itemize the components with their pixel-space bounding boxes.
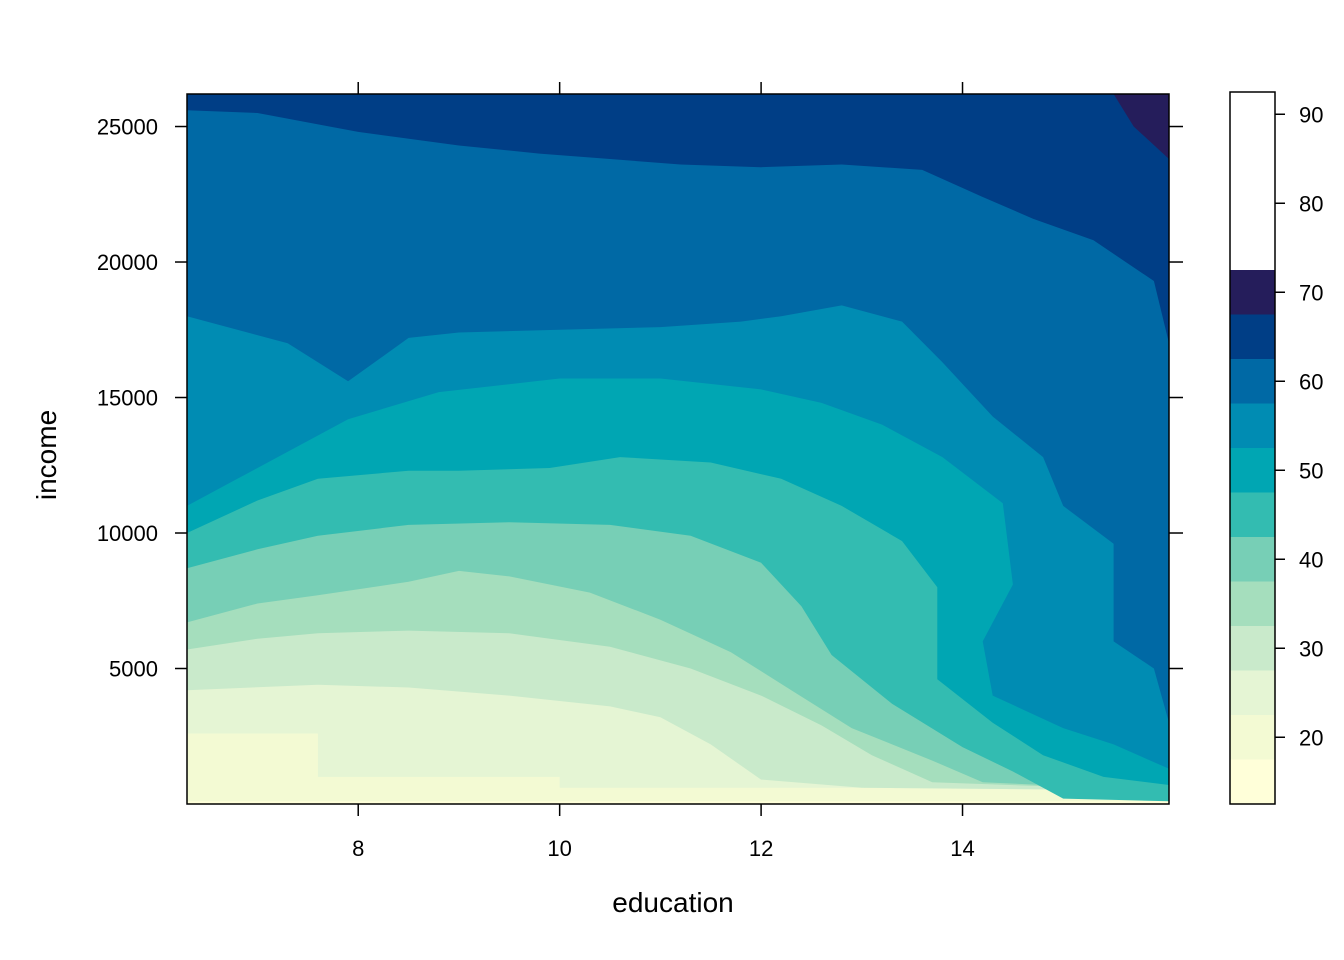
heatmap-region [187,94,1169,344]
heatmap-region [1113,94,1169,159]
x-axis: 8 10 12 14 [352,82,975,861]
colorbar-swatch [1230,448,1275,493]
colorbar-tick-label: 60 [1299,369,1323,394]
colorbar-tick-label: 90 [1299,102,1323,127]
colorbar-swatch [1230,314,1275,359]
colorbar-swatch [1230,626,1275,671]
colorbar-tick-label: 20 [1299,725,1323,750]
plot-frame [186,93,1170,805]
x-tick-label: 8 [352,836,364,861]
colorbar-swatch [1230,492,1275,537]
plot-area [186,93,1170,805]
colorbar-tick-label: 50 [1299,458,1323,483]
heatmap-regions [187,94,1169,804]
colorbar-swatch [1230,359,1275,404]
colorbar-swatch [1230,270,1275,315]
y-tick-label: 5000 [109,657,158,682]
colorbar-swatch [1230,403,1275,448]
x-tick-label: 12 [749,836,773,861]
x-tick-label: 14 [950,836,974,861]
colorbar-frame [1229,91,1276,805]
colorbar-swatch [1230,715,1275,760]
colorbar-tick-label: 80 [1299,191,1323,216]
colorbar-swatch [1230,670,1275,715]
colorbar-swatch [1230,581,1275,626]
colorbar-swatch [1230,537,1275,582]
y-tick-label: 10000 [97,521,158,546]
x-tick-label: 10 [547,836,571,861]
x-axis-title: education [612,887,733,918]
y-tick-label: 25000 [97,115,158,140]
colorbar-swatch [1230,759,1275,804]
colorbar-tick-label: 70 [1299,280,1323,305]
y-tick-label: 20000 [97,250,158,275]
heatmap-region [187,94,1169,723]
y-axis-title: income [31,410,62,500]
y-tick-label: 15000 [97,386,158,411]
colorbar: 20 30 40 50 60 70 80 90 [1229,91,1323,805]
colorbar-tick-label: 40 [1299,547,1323,572]
colorbar-tick-label: 30 [1299,636,1323,661]
y-axis: 5000 10000 15000 20000 25000 [97,115,1183,682]
